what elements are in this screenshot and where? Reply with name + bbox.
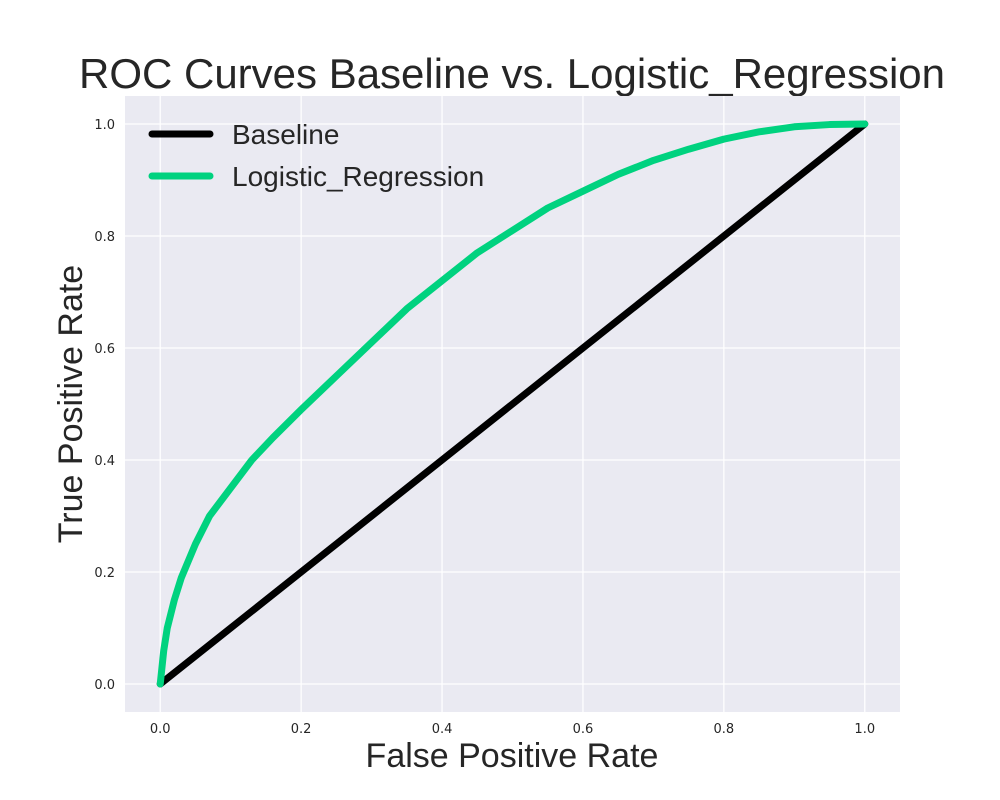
x-tick-label: 0.2 (291, 722, 312, 737)
y-tick-label: 0.6 (94, 342, 115, 357)
y-tick-label: 1.0 (94, 118, 115, 133)
x-tick-label: 0.4 (432, 722, 453, 737)
x-tick-labels: 0.0 0.2 0.4 0.6 0.8 1.0 (150, 722, 875, 737)
x-tick-label: 0.8 (714, 722, 735, 737)
y-axis-label: True Positive Rate (52, 265, 90, 543)
x-tick-label: 0.0 (150, 722, 171, 737)
x-tick-label: 1.0 (854, 722, 875, 737)
series-line-logistic-regression (156, 120, 869, 688)
legend: Baseline Logistic_Regression (148, 119, 484, 192)
y-tick-label: 0.0 (94, 678, 115, 693)
chart-title: ROC Curves Baseline vs. Logistic_Regress… (79, 50, 945, 97)
series-line-baseline (156, 120, 869, 688)
legend-label: Baseline (232, 119, 339, 150)
y-tick-labels: 0.0 0.2 0.4 0.6 0.8 1.0 (94, 118, 115, 693)
series-layer (156, 120, 869, 688)
x-axis-label: False Positive Rate (366, 737, 659, 775)
y-tick-label: 0.2 (94, 566, 115, 581)
x-tick-label: 0.6 (573, 722, 594, 737)
y-tick-label: 0.8 (94, 230, 115, 245)
y-tick-label: 0.4 (94, 454, 115, 469)
legend-label: Logistic_Regression (232, 161, 484, 192)
